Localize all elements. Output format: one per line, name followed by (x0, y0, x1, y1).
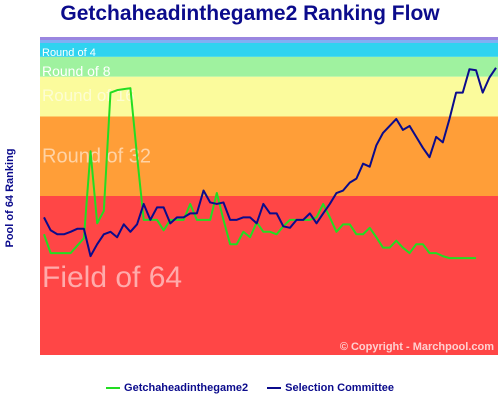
legend-item-series-2: Selection Committee (267, 382, 394, 394)
band-round-of-8 (40, 56, 498, 77)
legend-swatch-series-1 (106, 387, 121, 390)
legend-label-series-2: Selection Committee (285, 382, 394, 394)
band-label-5: Field of 64 (42, 261, 182, 294)
band-label-1: Round of 4 (42, 47, 96, 59)
band-round-of-32 (40, 116, 498, 196)
series-line-2 (43, 67, 497, 258)
legend-label-series-1: Getchaheadinthegame2 (124, 382, 249, 394)
band-round-of-4 (40, 43, 498, 57)
copyright-text: © Copyright - Marchpool.com (340, 341, 494, 353)
legend-swatch-series-2 (267, 387, 282, 390)
band-label-4: Round of 32 (42, 146, 151, 168)
band-label-3: Round of 16 (42, 86, 135, 105)
band-label-2: Round of 8 (42, 63, 111, 79)
series-line-1 (43, 87, 477, 260)
legend-item-series-1: Getchaheadinthegame2 (106, 382, 248, 394)
legend: Getchaheadinthegame2 Selection Committee (0, 382, 500, 394)
band-round-of-16 (40, 76, 498, 117)
top-stripe-1 (40, 37, 498, 40)
band-field-of-64 (40, 196, 498, 355)
top-stripe-2 (40, 40, 498, 43)
chart-title: Getchaheadinthegame2 Ranking Flow (60, 2, 440, 25)
plot-area: Round of 4 Round of 8 Round of 16 Round of … (40, 37, 498, 355)
